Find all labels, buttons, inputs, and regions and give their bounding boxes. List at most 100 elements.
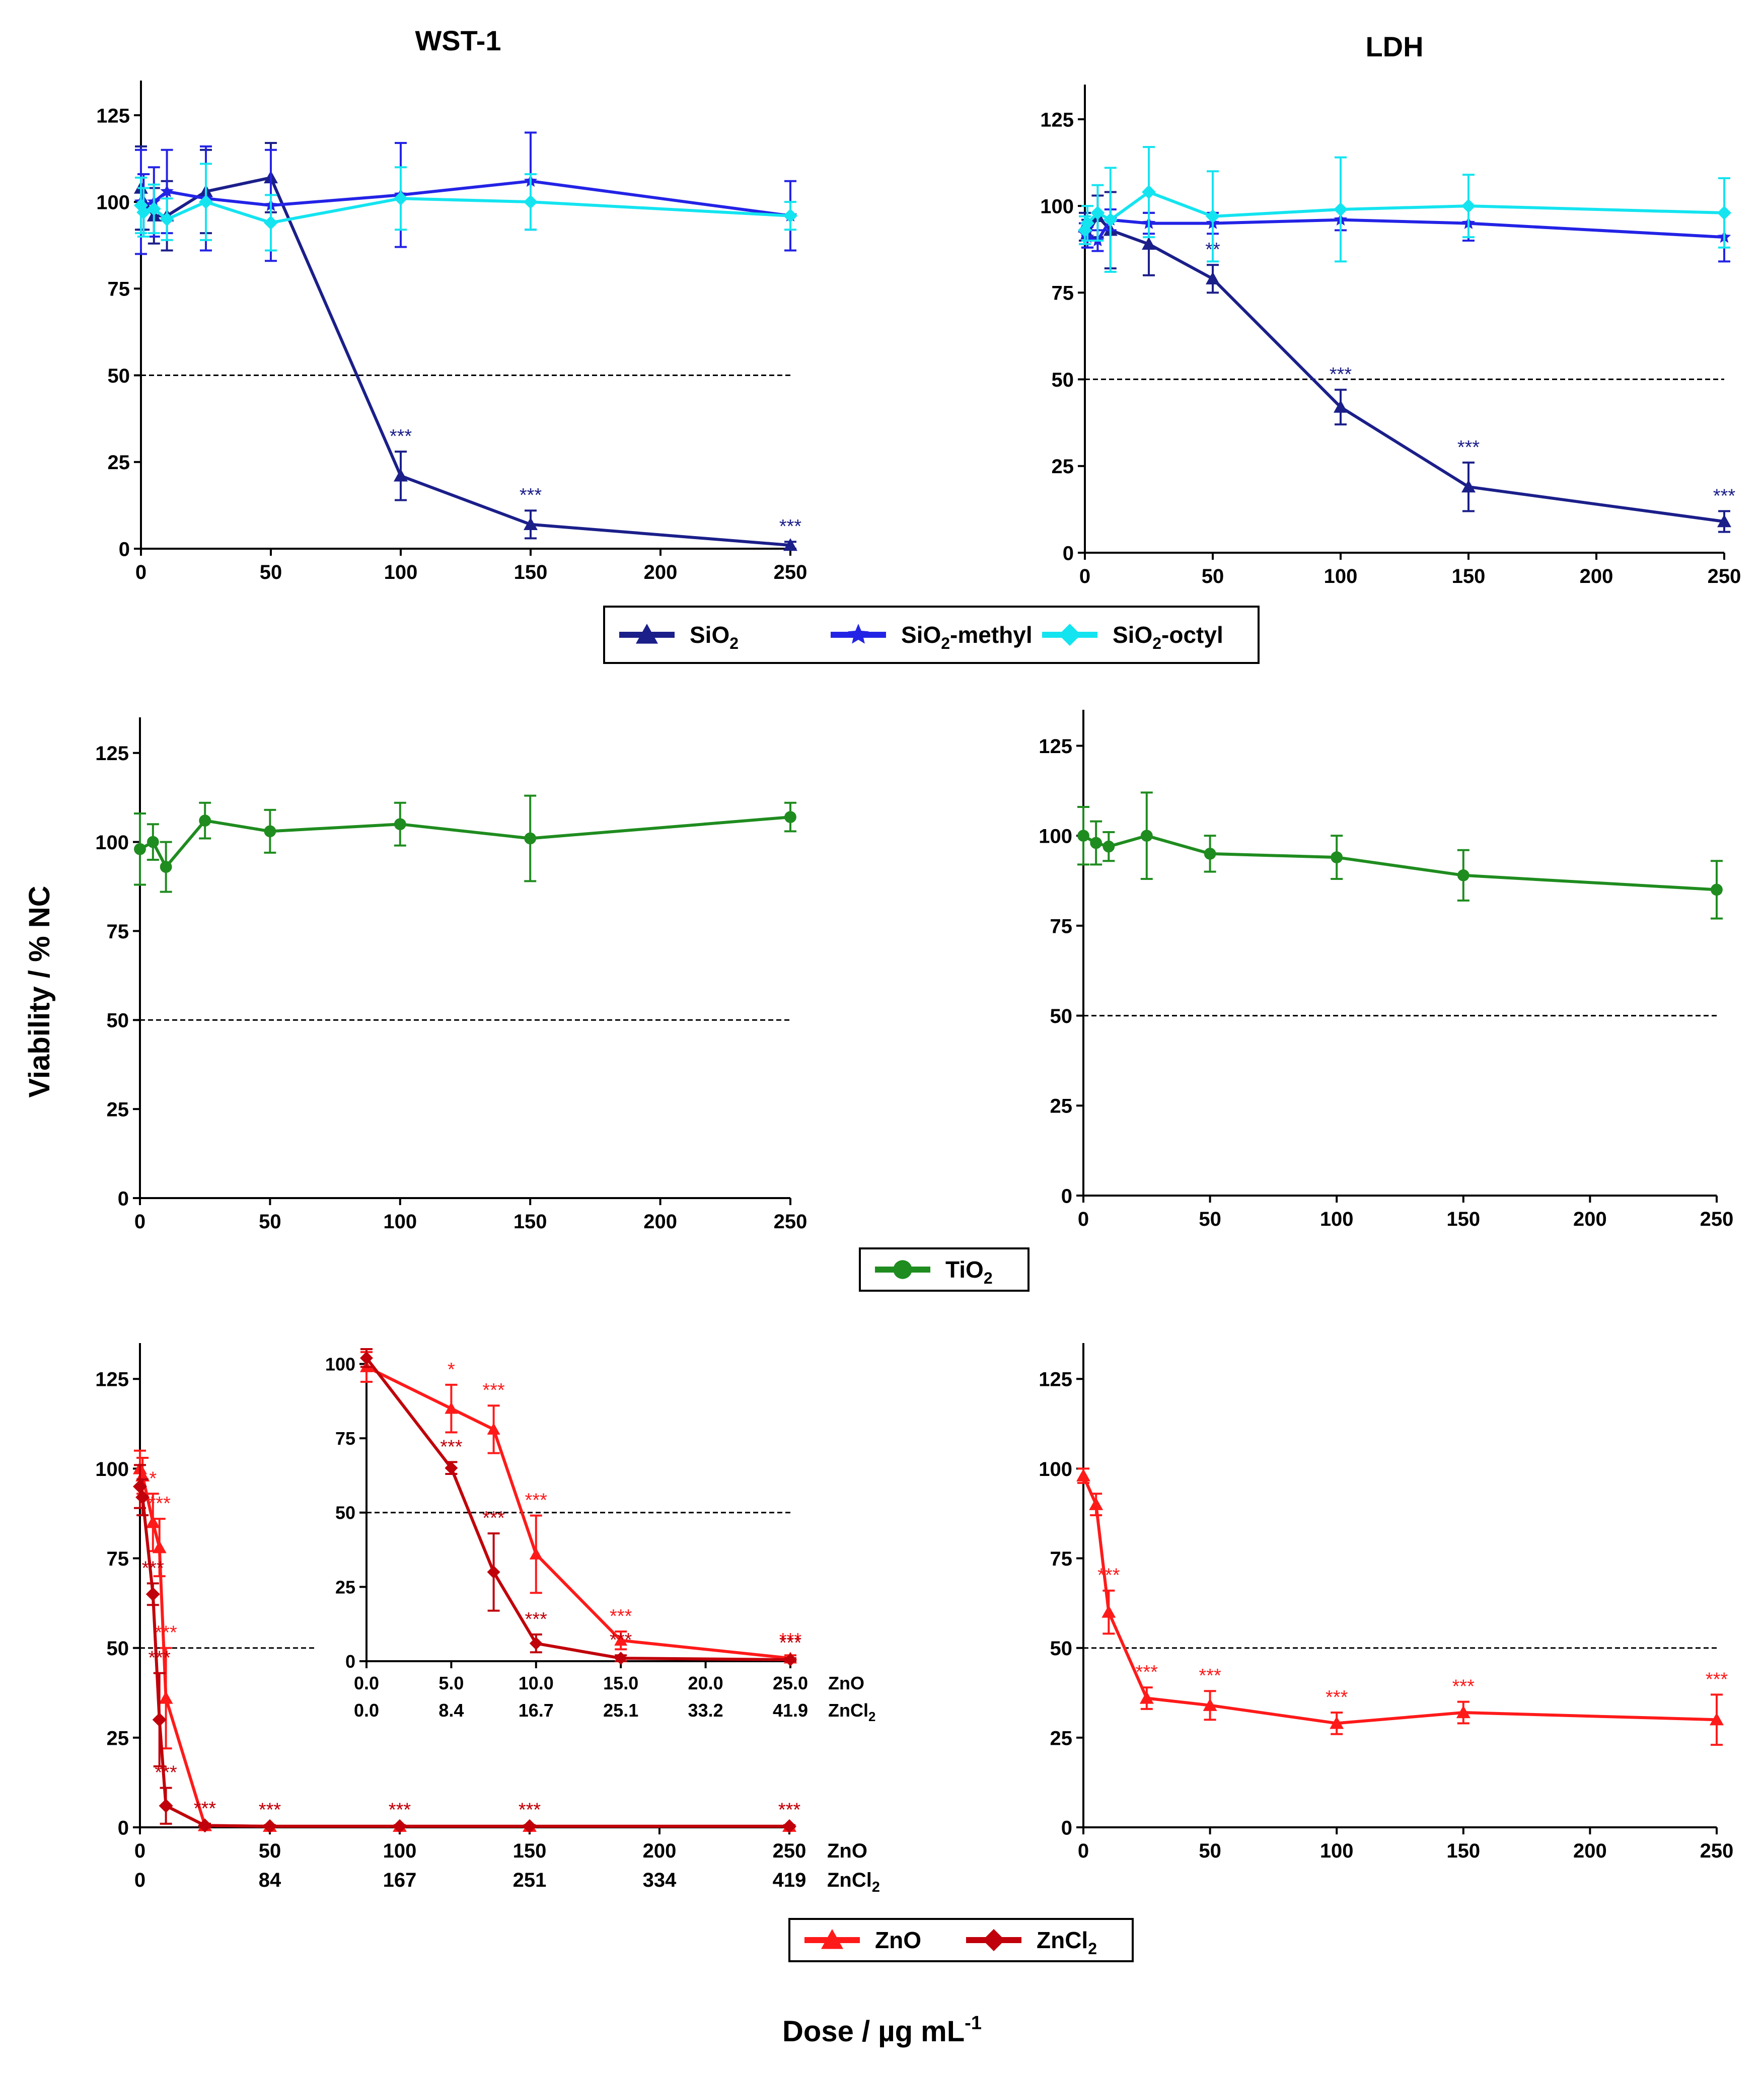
series-line — [1083, 214, 1725, 523]
x-tick-label: 50 — [1199, 1208, 1221, 1230]
x-tick-label: 25.0 — [773, 1673, 808, 1693]
data-point — [1461, 480, 1476, 493]
x-tick-row-label-base: ZnCl — [827, 1869, 872, 1891]
data-point — [1457, 869, 1469, 881]
data-point — [394, 818, 406, 831]
significance-label: *** — [1457, 437, 1480, 458]
x-tick-label: 0.0 — [354, 1673, 379, 1693]
data-point — [783, 208, 797, 223]
x-tick-label: 0 — [1078, 1840, 1089, 1862]
data-point — [264, 825, 276, 838]
data-point — [1090, 837, 1102, 849]
data-point — [445, 1402, 458, 1414]
x-tick-label: 100 — [1320, 1840, 1354, 1862]
x-tick-label: 150 — [513, 1211, 547, 1233]
data-point — [1334, 400, 1348, 413]
significance-label: *** — [778, 1800, 801, 1821]
series-SiO2-methyl — [134, 131, 797, 262]
y-tick-label: 50 — [335, 1503, 355, 1523]
y-tick-label: 100 — [1039, 1458, 1072, 1480]
x-tick-label: 16.7 — [519, 1700, 554, 1721]
x-tick-row-label: ZnO — [827, 1840, 867, 1862]
series-TiO2 — [134, 794, 796, 893]
x-tick-label: 251 — [513, 1869, 547, 1891]
x-tick-label: 0 — [134, 1211, 145, 1233]
x-tick-row-label: ZnO — [828, 1673, 864, 1693]
x-tick-label: 200 — [1573, 1208, 1607, 1230]
series-line — [1082, 1475, 1717, 1725]
data-point — [1206, 209, 1220, 224]
significance-label: *** — [519, 1800, 541, 1821]
data-point — [523, 1819, 537, 1833]
data-point — [1089, 1497, 1104, 1510]
x-tick-label: 200 — [643, 1840, 677, 1862]
x-tick-label: 5.0 — [438, 1673, 464, 1693]
data-point — [1717, 205, 1731, 220]
x-tick-label: 100 — [384, 561, 418, 583]
x-tick-label: 200 — [1580, 565, 1613, 587]
series-TiO2 — [1077, 791, 1723, 920]
legend-label-suffix: -methyl — [950, 622, 1033, 648]
column-title-ldh: LDH — [1365, 31, 1423, 62]
data-point — [1456, 1705, 1471, 1719]
y-tick-label: 50 — [1052, 369, 1074, 391]
x-tick-label: 15.0 — [603, 1673, 638, 1693]
legend-label-base: SiO — [901, 622, 941, 648]
significance-label: *** — [389, 1800, 411, 1821]
significance-label: *** — [1713, 485, 1736, 506]
legend-swatch-marker — [1059, 624, 1081, 646]
x-tick-label: 0 — [134, 1840, 145, 1862]
data-point — [152, 1540, 167, 1553]
x-tick-label: 200 — [643, 1211, 677, 1233]
x-tick-label: 200 — [1573, 1840, 1607, 1862]
y-tick-label: 100 — [325, 1354, 355, 1374]
data-point — [445, 1461, 458, 1475]
data-point — [360, 1351, 373, 1365]
legend-label-base: SiO — [690, 622, 729, 648]
data-point — [1204, 848, 1216, 860]
column-title-wst1: WST-1 — [415, 25, 501, 56]
y-tick-label: 25 — [108, 452, 130, 474]
data-point — [784, 1653, 797, 1667]
x-tick-label: 0 — [135, 561, 146, 583]
y-tick-label: 75 — [335, 1428, 355, 1449]
data-point — [135, 1490, 150, 1505]
y-tick-label: 75 — [1050, 1548, 1073, 1570]
x-tick-label: 250 — [1700, 1208, 1734, 1230]
significance-label: *** — [779, 1629, 802, 1651]
significance-label: *** — [525, 1490, 548, 1511]
x-tick-label: 100 — [383, 1211, 417, 1233]
data-point — [1206, 271, 1220, 284]
data-point — [524, 832, 537, 845]
y-tick-label: 100 — [95, 1458, 129, 1480]
y-tick-label: 125 — [1039, 735, 1072, 758]
legend-swatch-marker — [821, 1929, 843, 1949]
chart-wst1-zn: 0255075100125005084100167150251200334250… — [95, 1343, 880, 1895]
series-line — [365, 1365, 791, 1660]
legend-0: SiO2 SiO2-methyl SiO2-octyl — [603, 606, 1260, 664]
x-tick-label: 150 — [1452, 565, 1486, 587]
legend-label-base: ZnO — [875, 1927, 921, 1953]
y-tick-label: 25 — [1050, 1727, 1073, 1749]
data-point — [159, 1691, 173, 1704]
x-tick-label: 0 — [1079, 565, 1090, 587]
x-tick-label: 50 — [1202, 565, 1224, 587]
data-point — [783, 538, 797, 551]
x-tick-row-label: ZnCl2 — [827, 1869, 880, 1895]
data-point — [264, 215, 278, 230]
x-tick-label: 150 — [513, 1840, 547, 1862]
data-point — [487, 1423, 500, 1435]
series-SiO2: *********** — [1078, 191, 1736, 533]
legend-label-subscript: 2 — [984, 1269, 993, 1287]
x-tick-label: 33.2 — [688, 1700, 723, 1721]
x-axis-label-main: Dose / µg mL — [782, 2015, 965, 2048]
significance-label: *** — [779, 516, 802, 537]
x-tick-row-label-subscript: 2 — [872, 1879, 880, 1895]
y-tick-label: 100 — [1040, 196, 1074, 218]
legend-label-base: SiO — [1113, 622, 1152, 648]
significance-label: *** — [1199, 1665, 1221, 1686]
data-point — [1101, 1605, 1116, 1618]
